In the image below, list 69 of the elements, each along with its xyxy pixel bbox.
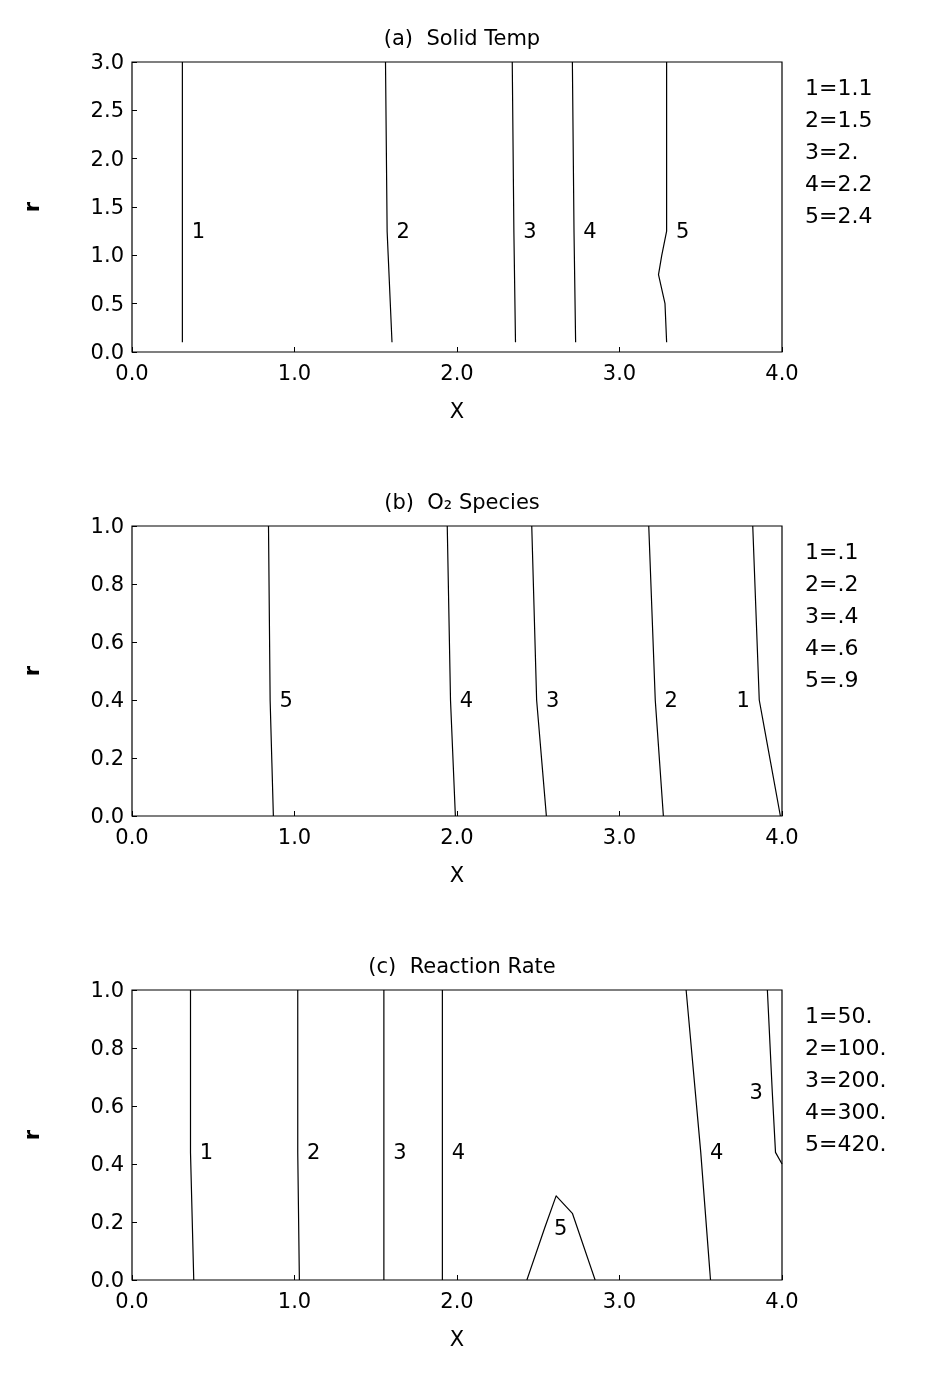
annotation: 1 [191,219,206,244]
text: 3=2. [805,138,859,164]
text: 1=1.1 [805,74,873,100]
text: 4=300. [805,1098,887,1124]
y-tick-label: 0.6 [90,1094,124,1118]
y-tick-label: 0.2 [90,746,124,770]
annotation: 4 [710,1140,724,1165]
x-axis-title: X [449,1326,465,1351]
annotation: 2 [307,1140,321,1165]
x-tick-label: 2.0 [440,824,474,849]
y-tick-label: 1.0 [90,514,124,538]
x-tick-label: 2.0 [440,360,474,385]
y-axis-title: r [19,1129,44,1141]
text: 4=.6 [805,634,859,660]
x-tick-label: 2.0 [440,1288,474,1313]
text: 2=100. [805,1034,887,1060]
annotation: 1 [736,688,750,712]
y-tick-label: 0.4 [90,1152,124,1176]
y-tick-label: 1.0 [90,243,124,268]
x-tick-label: 1.0 [277,360,312,385]
y-tick-label: 0.8 [90,572,124,596]
x-tick-label: 1.0 [277,1288,312,1313]
chart-title: (a) Solid Temp [383,25,541,50]
y-tick-label: 0.8 [90,1036,124,1060]
x-tick-label: 4.0 [765,1288,799,1313]
annotation: 4 [459,688,474,712]
text: 1=.1 [805,538,859,564]
x-axis-title: X [449,398,465,423]
annotation: 5 [554,1215,568,1240]
text: 2=1.5 [805,106,873,132]
text: 3=200. [805,1066,887,1092]
chart-title: (b) O₂ Species [384,489,540,514]
text: 3=.4 [805,602,859,628]
y-tick-label: 1.5 [90,195,124,219]
text: 4=2.2 [805,170,873,196]
y-axis-title: r [19,201,44,213]
y-axis-title: r [19,665,44,677]
text: 5=2.4 [805,202,873,228]
text: 5=.9 [805,666,859,692]
y-tick-label: 3.0 [90,50,124,74]
x-axis-title: X [449,862,465,887]
annotation: 3 [545,688,560,712]
x-tick-label: 3.0 [602,360,637,385]
y-tick-label: 0.2 [90,1210,124,1234]
x-tick-label: 4.0 [765,360,799,385]
y-tick-label: 2.5 [90,98,124,123]
annotation: 3 [523,219,537,244]
y-tick-label: 1.0 [90,978,124,1002]
text: 2=.2 [805,570,859,596]
annotation: 5 [675,219,690,244]
y-tick-label: 2.0 [90,146,124,171]
y-tick-label: 0.4 [90,688,124,712]
annotation: 5 [279,688,293,712]
x-tick-label: 1.0 [277,824,312,849]
y-tick-label: 0.5 [90,291,124,316]
annotation: 2 [396,219,410,244]
annotation: 2 [664,688,678,712]
annotation: 4 [451,1140,466,1165]
y-tick-label: 0.6 [90,630,124,654]
x-tick-label: 3.0 [602,824,637,849]
annotation: 3 [749,1079,763,1104]
x-tick-label: 4.0 [765,824,799,849]
annotation: 4 [583,219,597,244]
annotation: 1 [199,1140,214,1165]
text: 1=50. [805,1002,873,1028]
chart-title: (c) Reaction Rate [368,953,556,978]
x-tick-label: 3.0 [602,1288,637,1313]
text: 5=420. [805,1130,887,1156]
annotation: 3 [393,1140,407,1165]
